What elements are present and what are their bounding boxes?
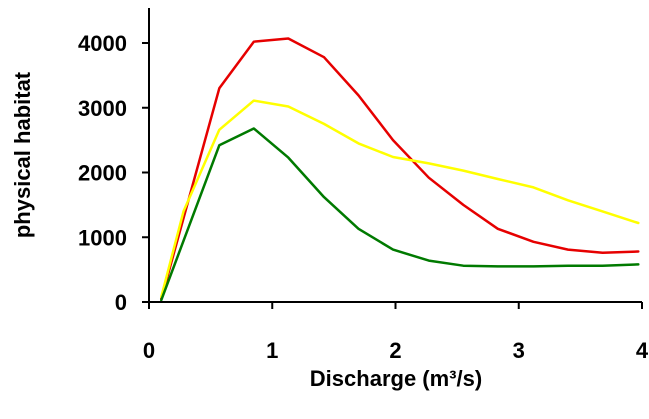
y-tick-label: 1000: [78, 225, 127, 250]
x-tick-label: 4: [636, 338, 649, 363]
series-line-3: [160, 127, 640, 302]
x-axis-title: Discharge (m³/s): [310, 366, 482, 391]
series-line-2: [160, 99, 640, 299]
x-tick-label: 2: [389, 338, 401, 363]
series-layer: [160, 37, 640, 302]
x-tick-label: 0: [143, 338, 155, 363]
x-axis-ticks: 0 1 2 3 4: [143, 302, 649, 363]
y-tick-label: 2000: [78, 161, 127, 186]
y-tick-label: 3000: [78, 96, 127, 121]
y-tick-label: 4000: [78, 31, 127, 56]
y-axis-ticks: 0 1000 2000 3000 4000: [78, 31, 149, 315]
y-axis-title: physical habitat: [10, 71, 35, 238]
y-tick-label: 0: [115, 290, 127, 315]
x-tick-label: 3: [513, 338, 525, 363]
x-tick-label: 1: [266, 338, 278, 363]
plot-area: 0 1000 2000 3000 4000 0 1 2 3 4: [78, 8, 649, 363]
series-line-1: [160, 37, 640, 301]
